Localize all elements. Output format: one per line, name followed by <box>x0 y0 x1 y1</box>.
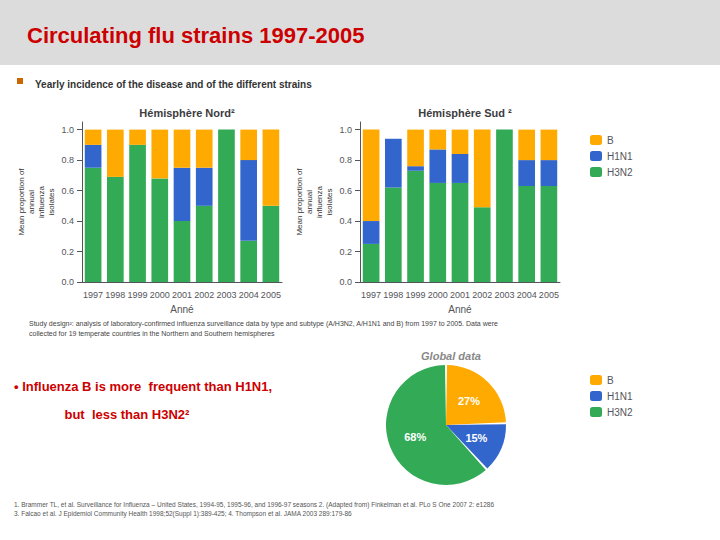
svg-text:1998: 1998 <box>383 290 403 300</box>
svg-text:Anné: Anné <box>448 304 472 315</box>
svg-text:0.4: 0.4 <box>61 216 74 226</box>
svg-text:isolates: isolates <box>325 188 334 215</box>
svg-text:Hémisphère Nord²: Hémisphère Nord² <box>139 107 235 119</box>
svg-text:1. Brammer TL, et al. Surveill: 1. Brammer TL, et al. Surveillance for I… <box>14 501 494 509</box>
svg-text:27%: 27% <box>458 395 480 407</box>
svg-text:2005: 2005 <box>261 290 281 300</box>
svg-text:1998: 1998 <box>105 290 125 300</box>
svg-text:2003: 2003 <box>216 290 236 300</box>
svg-text:influenza: influenza <box>315 185 324 218</box>
svg-text:0.0: 0.0 <box>61 277 74 287</box>
svg-text:B: B <box>607 375 614 386</box>
svg-text:annual: annual <box>305 190 314 214</box>
svg-text:2004: 2004 <box>517 290 537 300</box>
svg-text:Global data: Global data <box>421 350 481 362</box>
svg-text:Mean proportion of: Mean proportion of <box>17 168 26 236</box>
svg-text:3. Falcao et al. J Epidemiol C: 3. Falcao et al. J Epidemiol Community H… <box>14 510 352 518</box>
svg-text:0.6: 0.6 <box>339 186 352 196</box>
svg-text:annual: annual <box>27 190 36 214</box>
svg-text:1999: 1999 <box>128 290 148 300</box>
svg-text:0.2: 0.2 <box>61 247 74 257</box>
svg-text:collected for 19 temperate cou: collected for 19 temperate countries in … <box>29 330 275 338</box>
svg-text:0.8: 0.8 <box>61 155 74 165</box>
svg-text:2000: 2000 <box>428 290 448 300</box>
svg-text:1.0: 1.0 <box>339 125 352 135</box>
svg-text:2003: 2003 <box>494 290 514 300</box>
svg-text:2002: 2002 <box>472 290 492 300</box>
svg-text:15%: 15% <box>465 432 487 444</box>
svg-text:B: B <box>607 135 614 146</box>
svg-text:0.0: 0.0 <box>339 277 352 287</box>
svg-text:Circulating flu strains 1997-2: Circulating flu strains 1997-2005 <box>27 23 364 48</box>
svg-text:Study design²: analysis of lab: Study design²: analysis of laboratory-co… <box>29 320 498 328</box>
svg-text:Hémisphère Sud ²: Hémisphère Sud ² <box>418 107 512 119</box>
svg-text:0.2: 0.2 <box>339 247 352 257</box>
svg-text:influenza: influenza <box>37 185 46 218</box>
svg-text:but less than H3N2²: but less than H3N2² <box>50 407 190 422</box>
svg-text:1997: 1997 <box>361 290 381 300</box>
svg-text:0.4: 0.4 <box>339 216 352 226</box>
svg-text:H3N2: H3N2 <box>607 167 633 178</box>
svg-text:1997: 1997 <box>83 290 103 300</box>
svg-text:1.0: 1.0 <box>61 125 74 135</box>
svg-text:isolates: isolates <box>47 188 56 215</box>
svg-text:Anné: Anné <box>170 304 194 315</box>
svg-text:2001: 2001 <box>450 290 470 300</box>
svg-text:0.8: 0.8 <box>339 155 352 165</box>
svg-text:68%: 68% <box>404 431 426 443</box>
svg-text:• Influenza B is more frequen: • Influenza B is more frequent than H1N1… <box>14 379 272 394</box>
svg-text:H1N1: H1N1 <box>607 151 633 162</box>
svg-text:2005: 2005 <box>539 290 559 300</box>
svg-text:2002: 2002 <box>194 290 214 300</box>
svg-text:Yearly incidence of the diseas: Yearly incidence of the disease and of t… <box>35 79 312 90</box>
svg-text:Mean proportion of: Mean proportion of <box>295 168 304 236</box>
svg-text:2000: 2000 <box>150 290 170 300</box>
svg-text:1999: 1999 <box>406 290 426 300</box>
svg-text:H1N1: H1N1 <box>607 391 633 402</box>
svg-text:0.6: 0.6 <box>61 186 74 196</box>
svg-text:H3N2: H3N2 <box>607 407 633 418</box>
svg-text:2001: 2001 <box>172 290 192 300</box>
svg-text:2004: 2004 <box>239 290 259 300</box>
